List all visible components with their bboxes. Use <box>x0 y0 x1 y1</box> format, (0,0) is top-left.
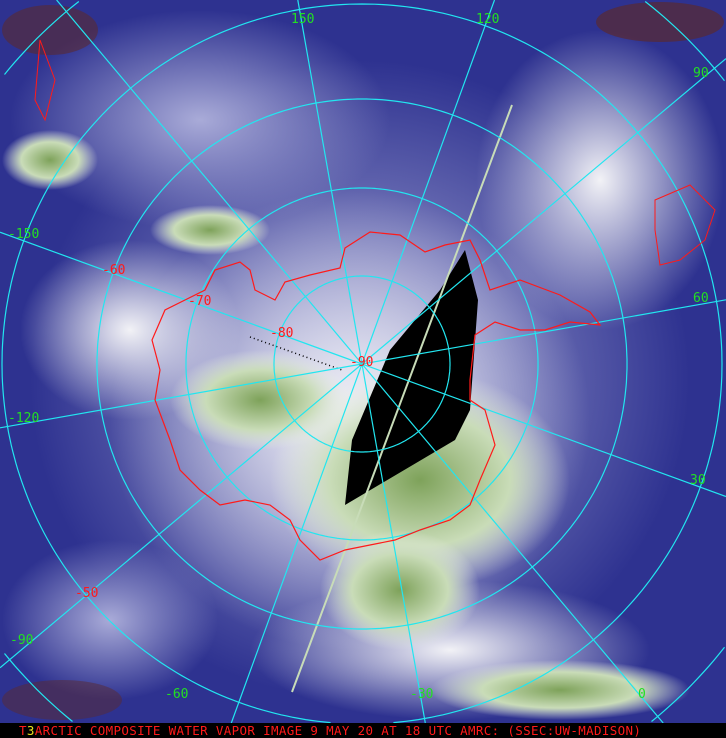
coastline-segment <box>34 39 56 122</box>
longitude-label: -90 <box>10 633 34 648</box>
image-caption: T3ARCTIC COMPOSITE WATER VAPOR IMAGE 9 M… <box>0 723 726 738</box>
meridian-line <box>361 299 726 365</box>
meridian-line <box>361 363 426 724</box>
meridian-line <box>0 231 363 365</box>
latitude-label: -50 <box>75 586 99 601</box>
meridian-line <box>297 0 363 365</box>
swath-edge <box>291 104 513 693</box>
latitude-circle <box>4 653 73 722</box>
meridian-line <box>361 363 664 724</box>
longitude-label: 150 <box>291 12 315 27</box>
caption-prefix: T <box>19 723 27 738</box>
longitude-label: 60 <box>693 291 709 306</box>
latitude-label: -60 <box>102 263 126 278</box>
latitude-label: -80 <box>270 326 294 341</box>
meridian-line <box>361 0 496 365</box>
meridian-line <box>56 0 363 365</box>
meridian-line <box>361 363 726 498</box>
latitude-circle <box>185 187 539 541</box>
dotted-track <box>249 336 343 371</box>
latitude-circle <box>651 646 725 722</box>
latitude-circle <box>96 98 628 630</box>
longitude-label: 30 <box>690 473 706 488</box>
longitude-label: -30 <box>410 687 434 702</box>
latitude-label: -70 <box>188 294 212 309</box>
longitude-label: 0 <box>638 687 646 702</box>
longitude-label: 90 <box>693 66 709 81</box>
caption-text: ARCTIC COMPOSITE WATER VAPOR IMAGE 9 MAY… <box>34 723 642 738</box>
antarctica-coastline <box>151 231 602 561</box>
latitude-circle <box>4 1 80 75</box>
latitude-label: -90 <box>350 355 374 370</box>
no-data-wedge <box>345 250 478 505</box>
latitude-circle <box>1 3 723 724</box>
latitude-circle <box>393 363 723 724</box>
longitude-label: 120 <box>476 12 500 27</box>
meridian-line <box>230 363 363 724</box>
longitude-label: -60 <box>165 687 189 702</box>
longitude-label: -150 <box>8 227 40 242</box>
latitude-circle <box>644 1 725 82</box>
meridian-line <box>361 58 726 365</box>
latitude-circle <box>273 275 451 453</box>
frame-number: 3 <box>26 723 35 738</box>
coastline-segment <box>654 184 716 266</box>
meridian-line <box>0 363 363 429</box>
longitude-label: -120 <box>8 411 40 426</box>
meridian-line <box>0 363 363 669</box>
